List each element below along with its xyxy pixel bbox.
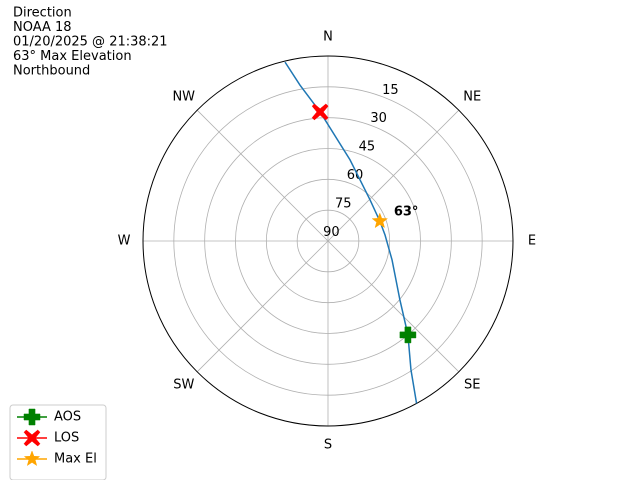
ring-grid-line [265, 178, 391, 304]
marker-plus [399, 326, 417, 344]
legend-marker [23, 450, 41, 467]
annotation: 63° [394, 205, 419, 220]
polar-frame [142, 55, 514, 427]
title-line: NOAA 18 [13, 20, 72, 35]
legend-label: LOS [54, 431, 79, 446]
theta-tick-label: NW [172, 89, 195, 104]
title-line: 63° Max Elevation [13, 49, 132, 64]
legend-marker [23, 408, 41, 426]
r-tick-label: 75 [335, 197, 352, 212]
theta-tick-label: N [323, 30, 333, 45]
legend: AOS LOS Max El [9, 404, 107, 481]
title-line: Direction [13, 6, 72, 21]
marker-star [371, 212, 389, 229]
ring-grid-line [173, 86, 483, 396]
legend-label: Max El [54, 452, 97, 467]
legend-marker [23, 429, 41, 447]
theta-tick-label: S [324, 438, 332, 453]
legend-label: AOS [54, 410, 81, 425]
ring-grid-line [296, 209, 360, 273]
title-line: 01/20/2025 @ 21:38:21 [13, 35, 168, 50]
r-tick-label: 45 [359, 140, 376, 155]
theta-tick-label: SE [464, 378, 480, 393]
ring-grid-line [235, 148, 421, 334]
theta-tick-label: W [118, 234, 131, 249]
r-tick-label: 30 [370, 111, 387, 126]
marker-x [311, 103, 329, 121]
theta-tick-label: E [528, 234, 536, 249]
theta-tick-label: NE [463, 89, 481, 104]
theta-tick-label: SW [173, 378, 194, 393]
r-tick-label: 90 [323, 225, 340, 240]
r-tick-label: 15 [382, 83, 399, 98]
title-line: Northbound [13, 64, 90, 79]
